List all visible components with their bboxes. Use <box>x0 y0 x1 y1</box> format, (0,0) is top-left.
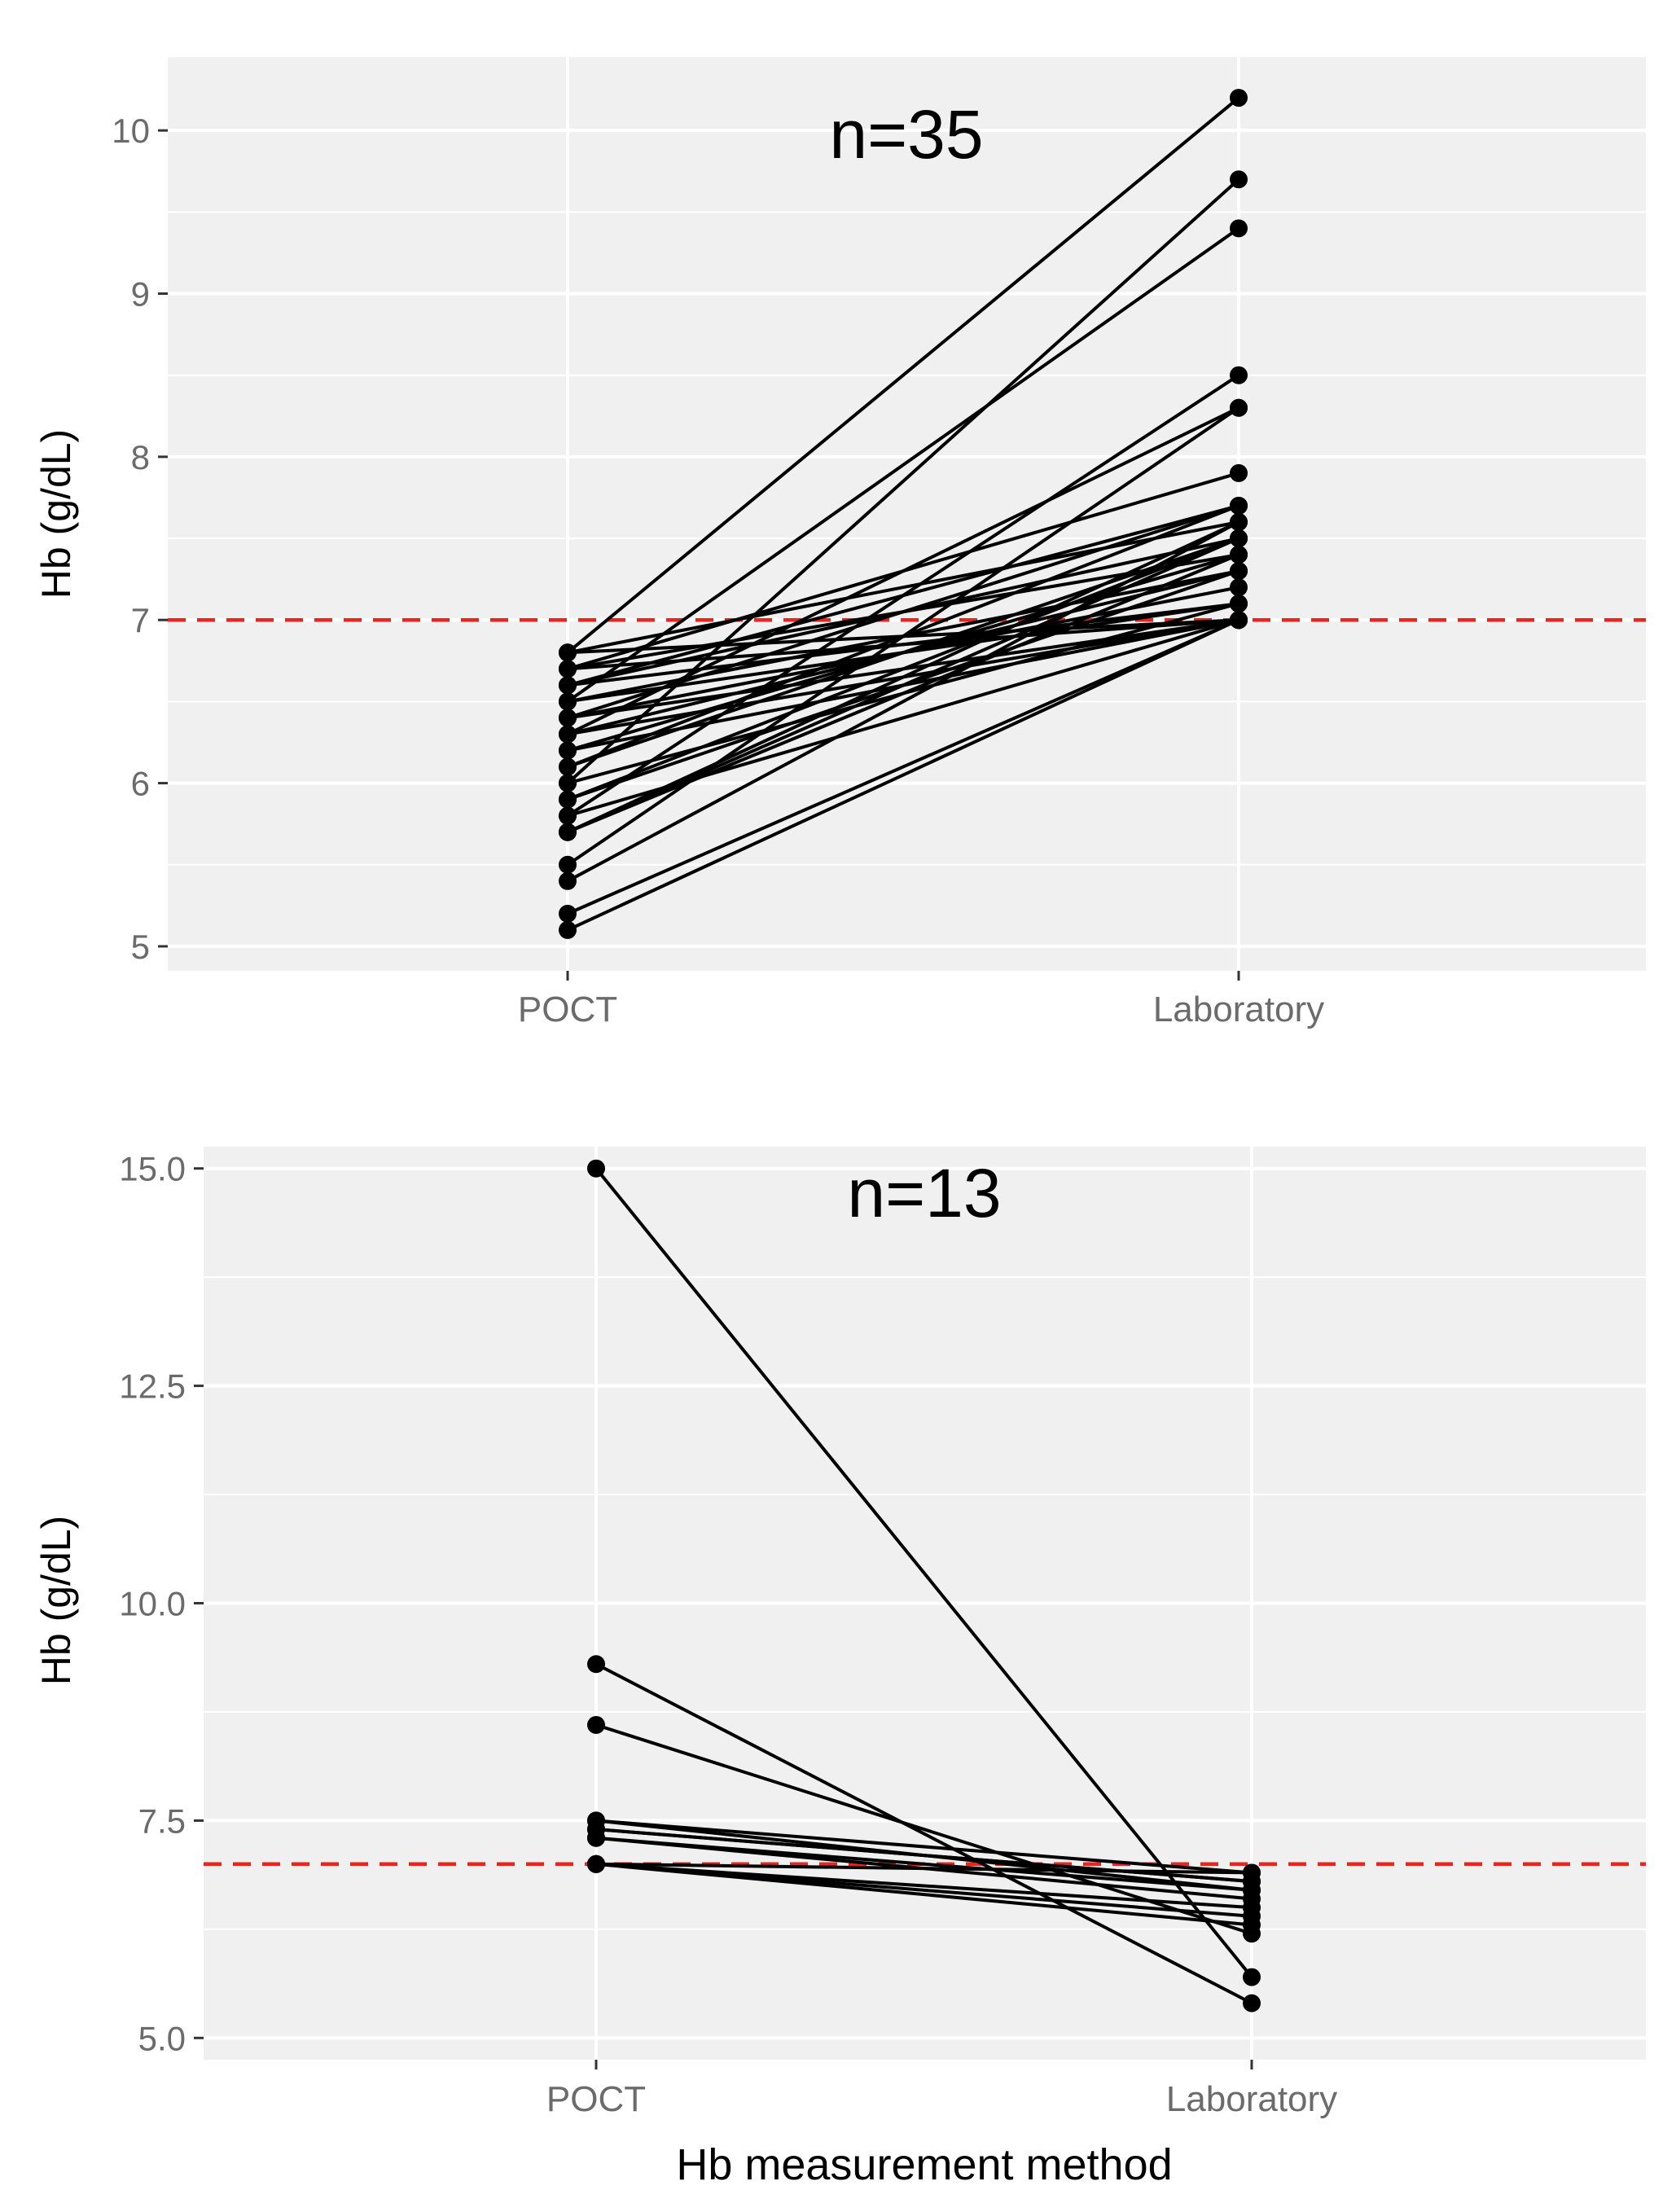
top-chart-poct-point <box>559 904 577 923</box>
bottom-chart-pair-line <box>595 1862 1253 1910</box>
top-chart-poct-point <box>559 790 577 809</box>
bottom-chart-laboratory-point <box>1243 1968 1261 1986</box>
top-chart-panel: 5 6 7 8 9 10 POCT Laboratory n=35 Hb (g/dL) <box>33 57 1646 1029</box>
top-chart-plot-area <box>168 57 1646 971</box>
top-chart-poct-point <box>559 643 577 662</box>
bottom-chart-pair-line <box>595 1862 1253 1927</box>
top-chart-pair-line <box>567 618 1239 655</box>
bottom-chart-laboratory-point <box>1243 1916 1261 1934</box>
top-chart-laboratory-point <box>1230 219 1248 238</box>
top-chart-laboratory-point <box>1230 611 1248 630</box>
top-chart-poct-point <box>559 741 577 760</box>
top-chart-laboratory-point <box>1230 398 1248 417</box>
bottom-chart-y-tick-label: 12.5 <box>119 1367 186 1406</box>
top-chart-poct-point <box>559 660 577 678</box>
top-chart-poct-point <box>559 806 577 825</box>
bottom-chart-x-tick-label: POCT <box>546 2079 646 2119</box>
top-chart-laboratory-point <box>1230 513 1248 532</box>
top-chart-poct-point <box>559 757 577 776</box>
top-chart-pair-line <box>566 226 1240 704</box>
top-chart-y-axis-title: Hb (g/dL) <box>33 429 79 599</box>
top-chart-poct-point <box>559 920 577 939</box>
top-chart-y-tick-label: 7 <box>131 601 150 639</box>
top-chart-poct-point <box>559 692 577 711</box>
bottom-chart-annotation: n=13 <box>847 1155 1001 1231</box>
bottom-chart-poct-point <box>587 1854 605 1873</box>
top-chart-y-tick-label: 8 <box>131 438 150 476</box>
top-chart-laboratory-point <box>1230 546 1248 564</box>
bottom-chart-pair-line <box>595 1828 1253 1884</box>
top-chart-poct-point <box>559 676 577 695</box>
top-chart-pair-line <box>567 553 1239 834</box>
top-chart-pair-line <box>567 520 1239 883</box>
top-chart-pair-line <box>567 504 1239 687</box>
bottom-chart-y-axis: 5.0 7.5 10.0 12.5 15.0 <box>119 1150 204 2057</box>
top-chart-x-axis: POCT Laboratory <box>518 971 1324 1029</box>
bottom-chart-panel: 5.0 7.5 10.0 12.5 15.0 POCT Laboratory n=13 H… <box>33 1147 1646 2189</box>
bottom-chart-pair-line <box>595 1819 1253 1875</box>
top-chart-laboratory-point <box>1230 529 1248 548</box>
bottom-chart-pair-line <box>594 1167 1253 1978</box>
top-chart-laboratory-point <box>1230 496 1248 515</box>
bottom-chart-y-tick-label: 10.0 <box>119 1585 186 1623</box>
top-chart-laboratory-point <box>1230 595 1248 613</box>
bottom-chart-y-tick-label: 7.5 <box>138 1802 186 1840</box>
top-chart-poct-point <box>559 774 577 792</box>
bottom-chart-poct-point <box>587 1715 605 1734</box>
top-chart-x-tick-label: Laboratory <box>1153 990 1324 1029</box>
bottom-chart-y-tick-label: 15.0 <box>119 1150 186 1188</box>
bottom-chart-y-axis-title: Hb (g/dL) <box>33 1516 79 1685</box>
top-chart-y-axis: 5 6 7 8 9 10 <box>112 112 168 966</box>
top-chart-pair-line <box>567 618 1239 818</box>
top-chart-annotation: n=35 <box>829 96 983 173</box>
top-chart-poct-point <box>559 823 577 841</box>
bottom-chart-poct-point <box>587 1655 605 1674</box>
bottom-chart-series <box>587 1159 1261 2012</box>
top-chart-pair-line <box>567 618 1239 720</box>
top-chart-laboratory-point <box>1230 578 1248 597</box>
top-chart-y-tick-label: 10 <box>112 112 150 150</box>
top-chart-y-tick-label: 6 <box>131 765 150 803</box>
top-chart-pair-line <box>567 520 1239 655</box>
bottom-chart-poct-point <box>587 1159 605 1178</box>
top-chart-y-tick-label: 9 <box>131 275 150 314</box>
top-chart-pair-line <box>567 618 1239 932</box>
top-chart-pair-line <box>566 96 1240 654</box>
bottom-chart-poct-point <box>587 1828 605 1847</box>
bottom-chart-laboratory-point <box>1243 1994 1261 2012</box>
top-chart-laboratory-point <box>1230 89 1248 108</box>
top-chart-pair-line <box>567 553 1239 671</box>
bottom-chart-pair-line <box>595 1836 1253 1892</box>
top-chart-y-tick-label: 5 <box>131 928 150 966</box>
bottom-chart-pair-line <box>595 1662 1253 2005</box>
top-chart-laboratory-point <box>1230 562 1248 581</box>
top-chart-series <box>559 89 1248 939</box>
bottom-chart-x-tick-label: Laboratory <box>1166 2079 1337 2119</box>
bottom-chart-y-tick-label: 5.0 <box>138 2019 186 2057</box>
top-chart-pair-line <box>567 471 1239 671</box>
top-chart-pair-line <box>567 618 1239 671</box>
bottom-chart-laboratory-point <box>1243 1898 1261 1917</box>
top-chart-x-tick-label: POCT <box>518 990 617 1029</box>
top-chart-laboratory-point <box>1230 463 1248 482</box>
top-chart-poct-point <box>559 871 577 890</box>
top-chart-pair-line <box>567 618 1239 753</box>
top-chart-poct-point <box>559 855 577 874</box>
top-chart-pair-line <box>567 618 1239 915</box>
bottom-chart-x-axis-title: Hb measurement method <box>676 2140 1172 2189</box>
bottom-chart-laboratory-point <box>1243 1881 1261 1899</box>
top-chart-laboratory-point <box>1230 170 1248 189</box>
top-chart-pair-line <box>567 618 1239 736</box>
top-chart-poct-point <box>559 709 577 727</box>
top-chart-laboratory-point <box>1230 366 1248 384</box>
bottom-chart-x-axis: POCT Laboratory <box>546 2060 1337 2119</box>
top-chart-pair-line <box>567 586 1239 720</box>
top-chart-poct-point <box>559 725 577 744</box>
